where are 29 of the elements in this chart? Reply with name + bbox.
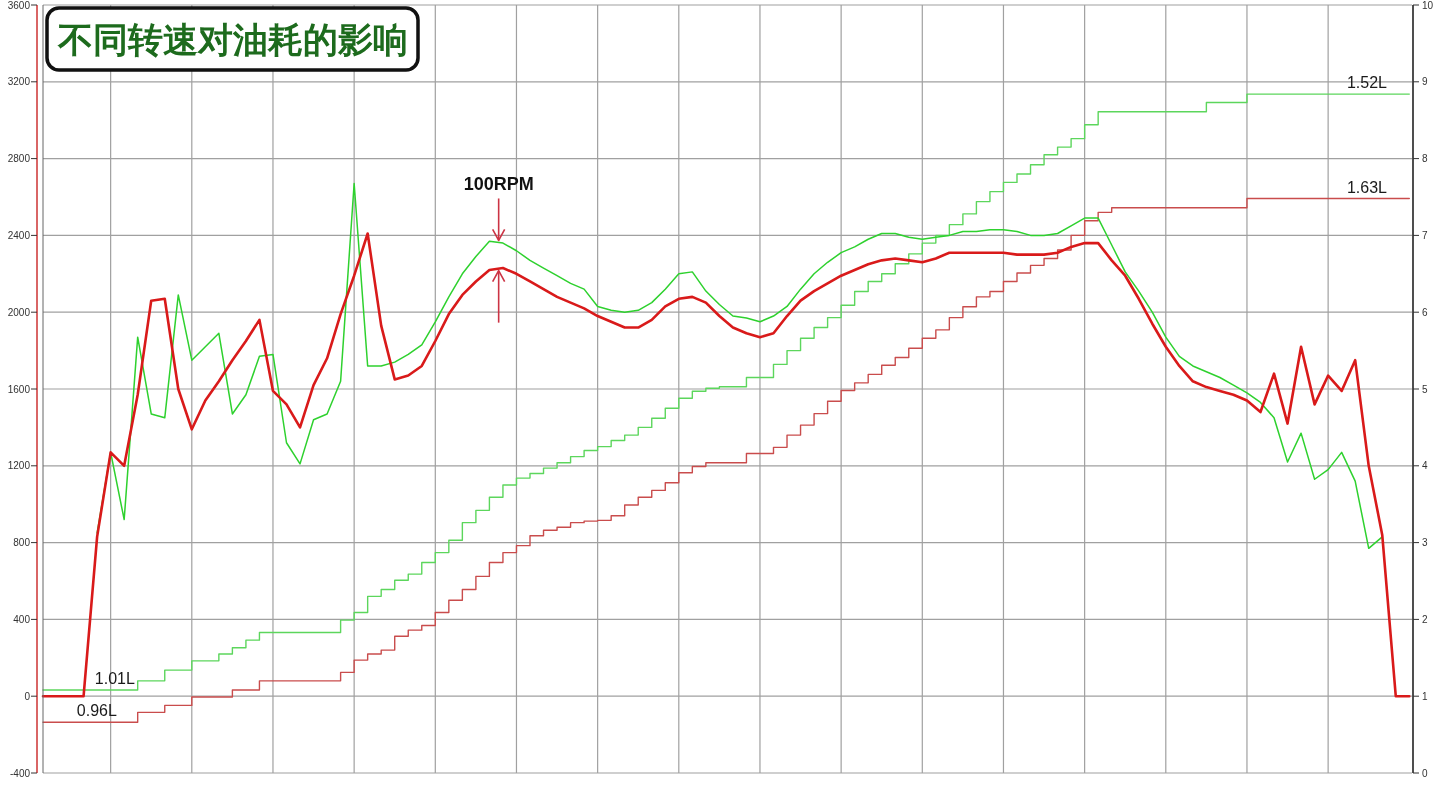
y2-tick-label: 5 — [1422, 383, 1428, 395]
annotation: 1.01L — [94, 670, 135, 688]
annotation: 100RPM — [463, 174, 534, 195]
y-tick-label: -400 — [9, 767, 31, 779]
annotation: 0.96L — [76, 702, 117, 720]
y2-tick-label: 10 — [1422, 0, 1434, 11]
y2-tick-label: 0 — [1422, 767, 1428, 779]
y-tick-label: 3600 — [7, 0, 31, 11]
y-tick-label: 800 — [13, 537, 31, 549]
y2-tick-label: 9 — [1422, 76, 1428, 88]
annotation: 1.63L — [1346, 178, 1388, 196]
y2-tick-label: 1 — [1422, 690, 1428, 702]
y-tick-label: 2800 — [7, 153, 31, 165]
chart-title: 不同转速对油耗的影响 — [57, 20, 408, 60]
y2-tick-label: 3 — [1422, 537, 1428, 549]
y-tick-label: 1200 — [7, 460, 31, 472]
y-tick-label: 2400 — [7, 229, 31, 241]
y2-tick-label: 7 — [1422, 229, 1428, 241]
y-tick-label: 1600 — [7, 383, 31, 395]
title: 不同转速对油耗的影响 — [45, 6, 420, 72]
y2-tick-label: 6 — [1422, 306, 1428, 318]
y-tick-label: 400 — [13, 613, 31, 625]
y-tick-label: 2000 — [7, 306, 31, 318]
annotation: 1.52L — [1346, 74, 1388, 92]
y2-tick-label: 4 — [1422, 460, 1428, 472]
y2-tick-label: 8 — [1422, 153, 1428, 165]
y-tick-label: 3200 — [7, 76, 31, 88]
y-tick-label: 0 — [24, 690, 31, 702]
y2-tick-label: 2 — [1422, 613, 1428, 625]
